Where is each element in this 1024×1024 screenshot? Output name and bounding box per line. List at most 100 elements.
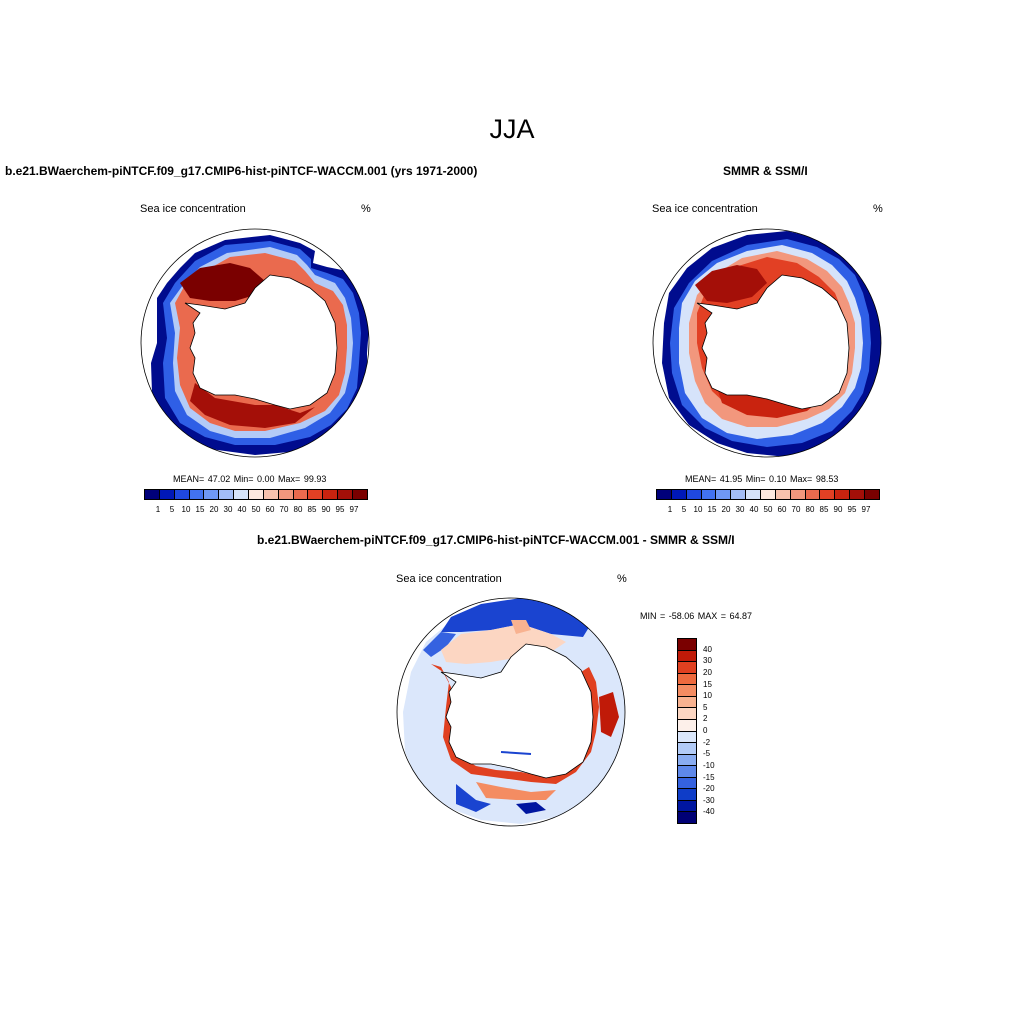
panel-1-colorbar — [144, 489, 368, 500]
colorbar-swatch — [678, 731, 696, 744]
colorbar-tick-label: 90 — [321, 505, 331, 514]
colorbar-swatch — [865, 490, 879, 499]
colorbar-swatch — [278, 490, 294, 499]
panel-3-polar-map — [396, 597, 626, 827]
colorbar-swatch — [678, 800, 696, 813]
panel-3-title: b.e21.BWaerchem-piNTCF.f09_g17.CMIP6-his… — [257, 533, 735, 547]
panel-2-colorbar — [656, 489, 880, 500]
season-title: JJA — [489, 114, 535, 144]
colorbar-tick-label: 0 — [703, 726, 708, 735]
colorbar-swatch — [731, 490, 747, 499]
colorbar-swatch — [805, 490, 821, 499]
colorbar-tick-label: 97 — [861, 505, 871, 514]
colorbar-tick-label: 15 — [707, 505, 717, 514]
colorbar-swatch — [850, 490, 866, 499]
colorbar-tick-label: -2 — [703, 737, 711, 747]
colorbar-swatch — [234, 490, 250, 499]
panel-2-title: SMMR & SSM/I — [723, 164, 808, 178]
colorbar-tick-label: -10 — [703, 760, 715, 770]
colorbar-swatch — [145, 490, 160, 499]
colorbar-swatch — [678, 743, 696, 755]
colorbar-swatch — [678, 696, 696, 709]
panel-3-variable-label: Sea ice concentration — [396, 573, 502, 585]
colorbar-swatch — [790, 490, 806, 499]
panel-1-stats: MEAN= 47.02 Min= 0.00 Max= 99.93 — [173, 474, 327, 484]
colorbar-swatch — [678, 639, 696, 651]
panel-3-colorbar — [677, 638, 697, 824]
colorbar-swatch — [820, 490, 836, 499]
colorbar-tick-label: 80 — [293, 505, 303, 514]
panel-2-variable-label: Sea ice concentration — [652, 203, 758, 215]
panel-3-stats: MIN = -58.06 MAX = 64.87 — [640, 611, 753, 621]
colorbar-swatch — [835, 490, 851, 499]
colorbar-swatch — [323, 490, 339, 499]
colorbar-tick-label: 40 — [749, 505, 759, 514]
colorbar-tick-label: 90 — [833, 505, 843, 514]
colorbar-tick-label: 50 — [763, 505, 773, 514]
colorbar-swatch — [657, 490, 672, 499]
colorbar-tick-label: 1 — [667, 505, 673, 514]
colorbar-swatch — [678, 766, 696, 778]
colorbar-tick-label: 95 — [847, 505, 857, 514]
colorbar-tick-label: 20 — [721, 505, 731, 514]
colorbar-swatch — [249, 490, 264, 499]
colorbar-swatch — [293, 490, 309, 499]
colorbar-tick-label: 80 — [805, 505, 815, 514]
panel-3-units-label: % — [617, 573, 627, 585]
colorbar-swatch — [678, 708, 696, 720]
colorbar-swatch — [204, 490, 220, 499]
colorbar-tick-label: 30 — [223, 505, 233, 514]
colorbar-swatch — [716, 490, 732, 499]
panel-1-variable-label: Sea ice concentration — [140, 203, 246, 215]
colorbar-swatch — [775, 490, 791, 499]
colorbar-tick-label: 95 — [335, 505, 345, 514]
colorbar-swatch — [678, 662, 696, 674]
colorbar-tick-label: 40 — [703, 644, 712, 654]
panel-2-colorbar-ticks: 1 5 10 15 20 30 40 50 60 70 80 85 90 95 97 — [663, 505, 873, 514]
panel-2-stats: MEAN= 41.95 Min= 0.10 Max= 98.53 — [685, 474, 839, 484]
colorbar-tick-label: -40 — [703, 807, 715, 817]
colorbar-swatch — [671, 490, 687, 499]
colorbar-tick-label: 60 — [265, 505, 275, 514]
panel-1-units-label: % — [361, 203, 371, 215]
colorbar-swatch — [174, 490, 190, 499]
colorbar-tick-label: 5 — [169, 505, 175, 514]
colorbar-swatch — [308, 490, 324, 499]
colorbar-tick-label: 60 — [777, 505, 787, 514]
colorbar-swatch — [219, 490, 235, 499]
colorbar-tick-label: 70 — [791, 505, 801, 514]
colorbar-tick-label: 10 — [703, 691, 712, 701]
colorbar-tick-label: 5 — [681, 505, 687, 514]
colorbar-tick-label: 5 — [703, 702, 708, 712]
colorbar-tick-label: 15 — [195, 505, 205, 514]
colorbar-tick-label: 40 — [237, 505, 247, 514]
panel-2-units-label: % — [873, 203, 883, 215]
colorbar-tick-label: 15 — [703, 679, 712, 689]
panel-1-title: b.e21.BWaerchem-piNTCF.f09_g17.CMIP6-his… — [5, 164, 478, 178]
colorbar-swatch — [353, 490, 367, 499]
colorbar-tick-label: 1 — [155, 505, 161, 514]
colorbar-swatch — [338, 490, 354, 499]
colorbar-tick-label: -15 — [703, 772, 715, 782]
colorbar-tick-label: 2 — [703, 714, 708, 724]
colorbar-swatch — [678, 789, 696, 801]
colorbar-tick-label: 70 — [279, 505, 289, 514]
colorbar-swatch — [686, 490, 702, 499]
panel-1-polar-map — [140, 228, 370, 458]
colorbar-tick-label: 30 — [735, 505, 745, 514]
colorbar-swatch — [678, 777, 696, 790]
colorbar-swatch — [263, 490, 279, 499]
colorbar-swatch — [701, 490, 717, 499]
colorbar-tick-label: 10 — [693, 505, 703, 514]
colorbar-tick-label: -30 — [703, 795, 715, 805]
colorbar-swatch — [678, 650, 696, 663]
colorbar-swatch — [189, 490, 205, 499]
colorbar-tick-label: 20 — [703, 667, 712, 677]
colorbar-swatch — [746, 490, 762, 499]
colorbar-swatch — [678, 673, 696, 686]
colorbar-tick-label: 10 — [181, 505, 191, 514]
colorbar-tick-label: 85 — [819, 505, 829, 514]
colorbar-tick-label: 97 — [349, 505, 359, 514]
colorbar-tick-label: 30 — [703, 656, 712, 666]
colorbar-swatch — [159, 490, 175, 499]
